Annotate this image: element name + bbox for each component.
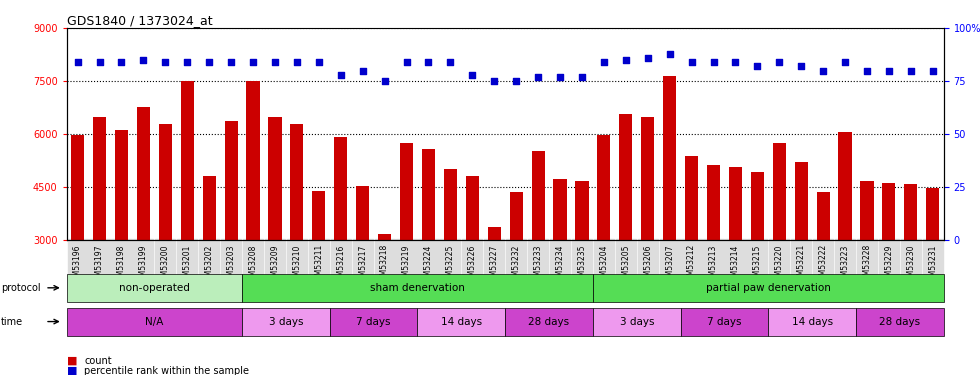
Point xyxy=(530,74,546,80)
Text: non-operated: non-operated xyxy=(119,283,190,293)
Point xyxy=(727,59,743,65)
Point xyxy=(376,78,392,84)
Point xyxy=(399,59,415,65)
Bar xyxy=(839,132,852,240)
Text: 7 days: 7 days xyxy=(357,316,391,327)
Bar xyxy=(159,124,171,240)
Point xyxy=(70,59,85,65)
Text: N/A: N/A xyxy=(145,316,164,327)
Point xyxy=(684,59,700,65)
Bar xyxy=(378,234,391,240)
Point xyxy=(509,78,524,84)
Point xyxy=(486,78,502,84)
Point xyxy=(574,74,590,80)
Text: 3 days: 3 days xyxy=(619,316,654,327)
Point xyxy=(771,59,787,65)
Bar xyxy=(619,114,632,240)
Text: 28 days: 28 days xyxy=(879,316,920,327)
Point xyxy=(903,68,918,74)
Point xyxy=(420,59,436,65)
Text: 14 days: 14 days xyxy=(792,316,833,327)
Point xyxy=(859,68,875,74)
Bar xyxy=(510,192,522,240)
Point xyxy=(618,57,634,63)
Bar xyxy=(313,191,325,240)
Bar xyxy=(224,121,238,240)
Point xyxy=(223,59,239,65)
Bar xyxy=(400,142,414,240)
Bar xyxy=(597,135,611,240)
Point xyxy=(179,59,195,65)
Text: 28 days: 28 days xyxy=(528,316,569,327)
Bar xyxy=(575,181,589,240)
Point xyxy=(443,59,459,65)
Bar xyxy=(795,162,808,240)
Bar xyxy=(488,227,501,240)
Bar xyxy=(641,117,655,240)
Point xyxy=(245,59,261,65)
Bar xyxy=(93,117,106,240)
Point xyxy=(881,68,897,74)
Bar xyxy=(685,156,698,240)
Point xyxy=(794,63,809,69)
Bar xyxy=(290,124,304,240)
Point xyxy=(201,59,217,65)
Bar xyxy=(356,186,369,240)
Point xyxy=(925,68,941,74)
Point xyxy=(268,59,283,65)
Text: protocol: protocol xyxy=(1,283,40,293)
Point xyxy=(837,59,853,65)
Bar xyxy=(926,188,940,240)
Text: ■: ■ xyxy=(67,366,77,375)
Bar xyxy=(203,176,216,240)
Point xyxy=(662,51,677,57)
Point xyxy=(158,59,173,65)
Point xyxy=(311,59,326,65)
Point xyxy=(596,59,612,65)
Point xyxy=(815,68,831,74)
Point xyxy=(706,59,721,65)
Bar xyxy=(816,192,830,240)
Bar xyxy=(531,151,545,240)
Bar xyxy=(421,149,435,240)
Bar xyxy=(663,76,676,240)
Bar xyxy=(269,117,281,240)
Bar xyxy=(707,165,720,240)
Text: sham denervation: sham denervation xyxy=(370,283,465,293)
Text: 3 days: 3 days xyxy=(269,316,303,327)
Text: percentile rank within the sample: percentile rank within the sample xyxy=(84,366,249,375)
Text: ■: ■ xyxy=(67,356,77,366)
Text: GDS1840 / 1373024_at: GDS1840 / 1373024_at xyxy=(67,14,213,27)
Bar xyxy=(115,130,128,240)
Bar xyxy=(180,81,194,240)
Text: 7 days: 7 days xyxy=(708,316,742,327)
Point xyxy=(640,55,656,61)
Point xyxy=(92,59,108,65)
Bar xyxy=(860,181,873,240)
Text: 14 days: 14 days xyxy=(441,316,482,327)
Bar xyxy=(729,166,742,240)
Bar xyxy=(554,179,566,240)
Bar xyxy=(905,184,917,240)
Bar xyxy=(772,142,786,240)
Text: time: time xyxy=(1,316,24,327)
Bar xyxy=(882,183,896,240)
Bar xyxy=(334,136,347,240)
Text: count: count xyxy=(84,356,112,366)
Bar xyxy=(137,106,150,240)
Bar xyxy=(444,169,457,240)
Point xyxy=(289,59,305,65)
Point xyxy=(552,74,567,80)
Point xyxy=(114,59,129,65)
Bar xyxy=(246,81,260,240)
Point xyxy=(750,63,765,69)
Bar xyxy=(751,172,764,240)
Text: partial paw denervation: partial paw denervation xyxy=(706,283,831,293)
Point xyxy=(465,72,480,78)
Point xyxy=(355,68,370,74)
Bar xyxy=(466,176,479,240)
Point xyxy=(135,57,151,63)
Point xyxy=(333,72,349,78)
Bar xyxy=(71,135,84,240)
